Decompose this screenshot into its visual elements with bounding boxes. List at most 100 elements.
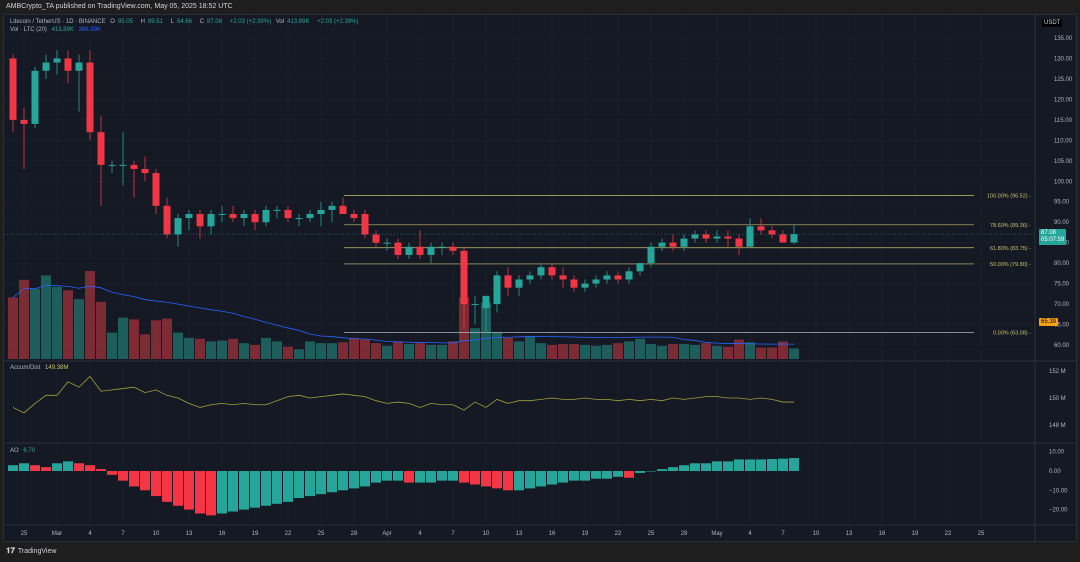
volume-bar	[679, 344, 689, 359]
ao-bar	[371, 471, 381, 483]
candle-body	[702, 234, 710, 239]
accum-dist-line	[12, 375, 794, 414]
volume-bar	[492, 332, 502, 359]
candle-body	[493, 275, 501, 305]
ao-bar	[448, 471, 458, 481]
brand-name: TradingView	[17, 547, 57, 555]
price-tick: 70.00	[1054, 302, 1070, 308]
volume-bar	[613, 343, 623, 359]
volume-bar	[129, 319, 139, 359]
ad-legend[interactable]: Accum/Dist 149.38M	[10, 365, 71, 371]
ao-bar	[327, 471, 337, 493]
candle-body	[273, 209, 281, 211]
ao-bar	[30, 465, 40, 471]
ao-tick: 10.00	[1049, 450, 1065, 456]
chart-panel[interactable]: 135.00 130.00 125.00 120.00 115.00 110.00 105.…	[3, 14, 1077, 542]
candle-body	[119, 164, 127, 166]
ao-bar	[789, 458, 799, 471]
chart-canvas[interactable]: 135.00130.00125.00120.00115.00110.00105.…	[4, 15, 1076, 541]
candle-body	[460, 250, 468, 305]
volume-bar	[261, 337, 271, 359]
last-price-tag: 87.08 05:07:59	[1039, 229, 1067, 245]
candle-body	[790, 234, 798, 243]
candle-body	[504, 275, 512, 288]
volume-bar	[569, 344, 579, 359]
candle-body	[526, 275, 534, 280]
candle-body	[614, 275, 622, 280]
ao-bar	[52, 463, 62, 471]
candle-body	[306, 213, 314, 219]
volume-bar	[327, 343, 337, 359]
candle-body	[383, 242, 391, 244]
candle-body	[229, 213, 237, 219]
time-tick: 22	[945, 531, 952, 537]
time-tick: 4	[88, 531, 92, 537]
price-tick: 110.00	[1054, 138, 1073, 144]
volume-bar	[514, 341, 524, 359]
currency-label[interactable]: USDT	[1042, 19, 1063, 27]
volume-bar	[162, 318, 172, 359]
volume-indicator-title: Vol · LTC (20)	[10, 27, 47, 33]
ao-bar	[349, 471, 359, 489]
low-value: 84.66	[177, 19, 193, 25]
candle-body	[251, 213, 259, 223]
candle-body	[515, 279, 523, 288]
ao-legend[interactable]: AO 6.70	[10, 448, 38, 454]
candle-body	[350, 213, 358, 219]
volume-bar	[646, 344, 656, 359]
candle-body	[196, 213, 204, 227]
vol-value: 413.89K	[287, 19, 310, 25]
volume-bar	[195, 338, 205, 359]
volume-bar	[525, 336, 535, 359]
candle-body	[9, 58, 17, 120]
marker-price-tag: 65.39	[1039, 318, 1059, 326]
time-tick: May	[711, 531, 722, 537]
ao-bar	[679, 465, 689, 471]
ad-title: Accum/Dist	[10, 365, 41, 371]
ao-bar	[118, 471, 128, 481]
volume-bar	[778, 341, 788, 359]
symbol-title[interactable]: Litecoin / TetherUS · 1D · BINANCE	[10, 19, 106, 25]
ao-bar	[239, 471, 249, 510]
volume-bar	[118, 317, 128, 359]
time-tick: 25	[318, 531, 325, 537]
volume-bar	[239, 343, 249, 359]
volume-bar	[789, 348, 799, 359]
vol-label: Vol	[275, 19, 285, 25]
ao-bar	[602, 471, 612, 479]
ao-bar	[85, 465, 95, 471]
candle-body	[405, 246, 413, 255]
candle-body	[592, 279, 600, 284]
time-tick: 28	[681, 531, 688, 537]
ao-bar	[536, 471, 546, 487]
volume-bar	[41, 275, 51, 359]
candle-body	[603, 275, 611, 280]
tradingview-brand[interactable]: 𝟏𝟕 TradingView	[6, 546, 56, 556]
ao-bar	[712, 461, 722, 471]
candle-body	[636, 263, 644, 272]
volume-legend[interactable]: Vol · LTC (20) 413.89K 368.39K	[10, 27, 104, 33]
candle-body	[735, 238, 743, 247]
high-value: 89.51	[147, 19, 163, 25]
ao-title: AO	[10, 448, 19, 454]
fib-level-label: 61.80% (83.75) -	[990, 246, 1031, 252]
volume-indicator-value: 413.89K	[51, 27, 74, 33]
volume-bar	[404, 344, 414, 359]
candle-body	[757, 226, 765, 231]
volume-bar	[690, 344, 700, 359]
time-tick: 19	[252, 531, 259, 537]
time-tick: 4	[748, 531, 752, 537]
time-tick: 13	[186, 531, 193, 537]
volume-bar	[151, 320, 161, 359]
volume-bar	[393, 341, 403, 359]
candle-body	[295, 218, 303, 220]
volume-bar	[173, 332, 183, 359]
ao-bar	[228, 471, 238, 512]
ao-bar	[503, 471, 513, 491]
candle-body	[97, 132, 105, 165]
volume-bar	[591, 345, 601, 359]
volume-bar	[426, 344, 436, 359]
volume-bar	[668, 344, 678, 359]
candle-body	[548, 267, 556, 276]
candle-body	[64, 58, 72, 71]
